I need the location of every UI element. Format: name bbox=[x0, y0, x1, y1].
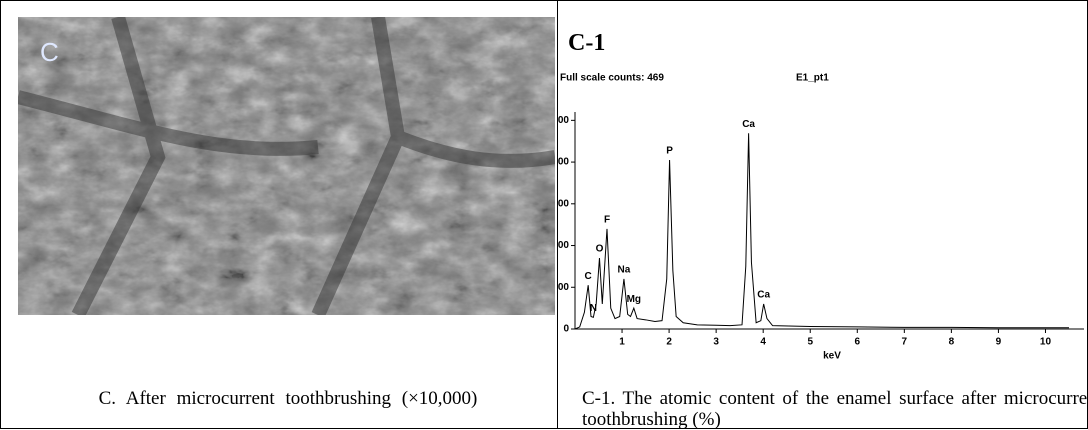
peak-label: Na bbox=[618, 265, 631, 276]
peak-label: Ca bbox=[742, 119, 755, 130]
peak-label: Ca bbox=[757, 290, 770, 301]
y-tick-label: 100 bbox=[558, 282, 569, 293]
x-tick-label: 7 bbox=[902, 337, 908, 348]
peak-label: C bbox=[585, 271, 592, 282]
spectrum-line bbox=[574, 133, 1069, 330]
x-tick-label: 1 bbox=[619, 337, 625, 348]
cell-divider bbox=[557, 0, 558, 429]
x-tick-label: 2 bbox=[666, 337, 672, 348]
chart-title: E1_pt1 bbox=[796, 73, 829, 84]
y-tick-label: 200 bbox=[558, 240, 569, 251]
chart-subtitle: Full scale counts: 469 bbox=[560, 73, 664, 84]
y-tick-label: 500 bbox=[558, 115, 569, 126]
sem-grooves bbox=[18, 17, 555, 315]
x-tick-label: 9 bbox=[996, 337, 1002, 348]
y-tick-label: 0 bbox=[563, 324, 569, 335]
peak-label: N bbox=[590, 303, 597, 314]
y-tick-label: 300 bbox=[558, 198, 569, 209]
y-tick-label: 400 bbox=[558, 157, 569, 168]
x-tick-label: 4 bbox=[760, 337, 766, 348]
x-tick-label: 5 bbox=[807, 337, 813, 348]
peak-label: P bbox=[666, 146, 673, 157]
x-tick-label: 8 bbox=[949, 337, 955, 348]
x-axis-label: keV bbox=[823, 351, 841, 362]
panel-heading: C-1 bbox=[568, 30, 606, 56]
right-caption: C-1. The atomic content of the enamel su… bbox=[582, 388, 1088, 430]
eds-chart: Full scale counts: 469 E1_pt1 0 100 200 300 40… bbox=[558, 73, 1084, 362]
peak-label: F bbox=[604, 214, 610, 225]
x-tick-label: 6 bbox=[855, 337, 861, 348]
peak-label: O bbox=[596, 244, 604, 255]
x-tick-label: 3 bbox=[713, 337, 719, 348]
x-tick-label: 10 bbox=[1040, 337, 1052, 348]
left-caption: C. After microcurrent toothbrushing (×10… bbox=[98, 388, 478, 409]
image-label: C bbox=[40, 37, 59, 67]
sem-image: C bbox=[18, 17, 555, 315]
peak-label: Mg bbox=[627, 294, 641, 305]
